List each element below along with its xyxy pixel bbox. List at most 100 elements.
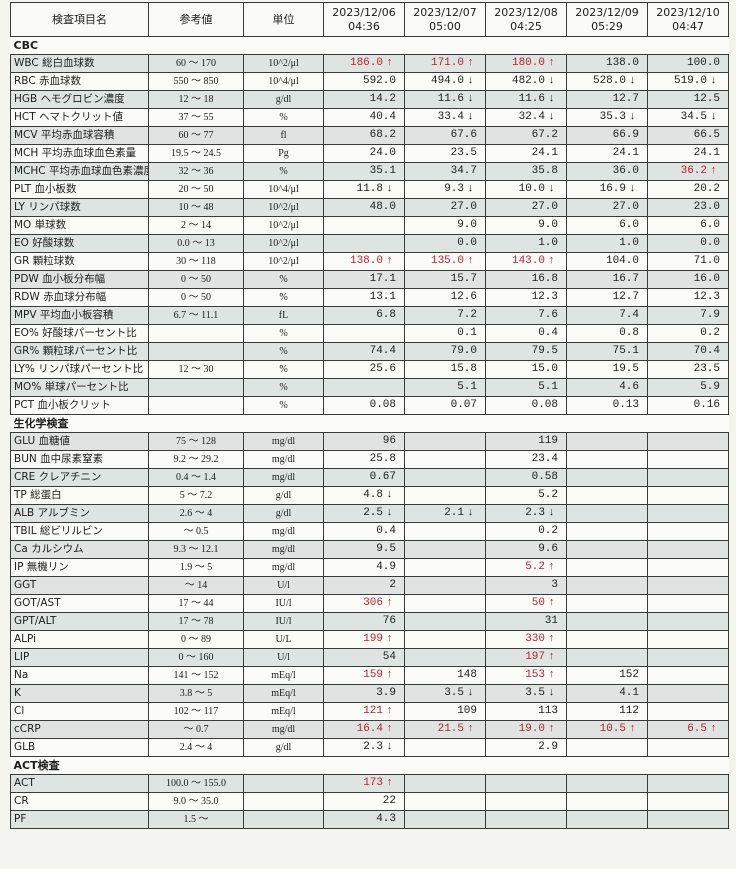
result-value: 138.0 <box>349 255 383 267</box>
result-value: 19.0 <box>518 723 545 735</box>
result-value: 23.0 <box>647 198 729 217</box>
item-name: GLB <box>10 738 149 757</box>
result-row: cCRP ～ 0.7 mg/dl 16.4 ↑ 21.5 ↑ 19.0 ↑ 10.5 ↑ 6.5 ↑ <box>10 720 729 739</box>
result-value: 79.0 <box>404 342 486 361</box>
result-value: 7.9 <box>647 306 729 325</box>
result-value: 1.0 <box>485 234 567 253</box>
result-value: 5.2 <box>485 486 567 505</box>
unit: 10^2/μl <box>243 216 324 235</box>
result-value: 50 <box>531 597 545 609</box>
empty-cell <box>485 810 567 829</box>
item-name: EO 好酸球数 <box>10 234 149 253</box>
result-value: 104.0 <box>566 252 648 271</box>
result-value: 119 <box>485 432 567 451</box>
time: 05:00 <box>429 19 461 33</box>
result-value: 3 <box>485 576 567 595</box>
result-cell: 121 ↑ <box>323 702 405 721</box>
result-cell: 3.5 ↓ <box>485 684 567 703</box>
result-flag: ↑ <box>386 255 393 267</box>
result-value: 16.0 <box>647 270 729 289</box>
result-value: 0.8 <box>566 324 648 343</box>
reference-range: 5 ～ 7.2 <box>148 486 244 505</box>
result-flag: ↑ <box>386 723 393 735</box>
result-flag: ↓ <box>467 507 474 519</box>
reference-range: 0 ～ 50 <box>148 288 244 307</box>
result-value: 5.1 <box>404 378 486 397</box>
result-cell: 16.9 ↓ <box>566 180 648 199</box>
result-value: 528.0 <box>592 75 626 87</box>
result-value: 494.0 <box>430 75 464 87</box>
result-row: GLU 血糖値 75 ～ 128 mg/dl 96 119 <box>10 432 729 451</box>
empty-cell <box>566 612 648 631</box>
unit: g/dl <box>243 504 324 523</box>
reference-range: 60 ～ 77 <box>148 126 244 145</box>
item-name: Cl <box>10 702 149 721</box>
unit: 10^4/μl <box>243 72 324 91</box>
date: 2023/12/09 <box>575 5 639 19</box>
item-name: MCV 平均赤血球容積 <box>10 126 149 145</box>
result-flag: ↓ <box>386 741 393 753</box>
unit: mg/dl <box>243 450 324 469</box>
result-value: 27.0 <box>404 198 486 217</box>
result-value: 16.7 <box>566 270 648 289</box>
section-title: 生化学検査 <box>10 414 729 433</box>
result-cell: 36.2 ↑ <box>647 162 729 181</box>
empty-cell <box>566 468 648 487</box>
result-cell: 199 ↑ <box>323 630 405 649</box>
empty-cell <box>647 810 729 829</box>
result-flag: ↑ <box>467 57 474 69</box>
result-row: MCHC 平均赤血球血色素濃度 32 ～ 36% 35.1 34.7 35.8 36.0 3… <box>10 162 729 181</box>
reference-range: ～ 0.7 <box>148 720 244 739</box>
result-row: PDW 血小板分布幅 0 ～ 50% 17.1 15.7 16.8 16.7 16.0 <box>10 270 729 289</box>
date-header: 2023/12/06 04:36 <box>323 2 405 37</box>
result-value: 11.8 <box>356 183 383 195</box>
unit: g/dl <box>243 90 324 109</box>
result-value: 24.1 <box>485 144 567 163</box>
unit: g/dl <box>243 738 324 757</box>
result-cell: 50 ↑ <box>485 594 567 613</box>
result-cell: 34.5 ↓ <box>647 108 729 127</box>
result-value: 20.2 <box>647 180 729 199</box>
empty-cell <box>404 792 486 811</box>
result-value: 138.0 <box>566 54 648 73</box>
result-value: 1.0 <box>566 234 648 253</box>
result-value: 12.3 <box>647 288 729 307</box>
empty-cell <box>566 522 648 541</box>
empty-cell <box>566 576 648 595</box>
reference-range: 100.0 ～ 155.0 <box>148 774 244 793</box>
item-name: MCHC 平均赤血球血色素濃度 <box>10 162 149 181</box>
result-row: MCH 平均赤血球血色素量 19.5 ～ 24.5 Pg 24.0 23.5 24.1 24… <box>10 144 729 163</box>
item-name: CR <box>10 792 149 811</box>
item-name: GOT/AST <box>10 594 149 613</box>
result-flag: ↑ <box>548 633 555 645</box>
result-cell: 2.1 ↓ <box>404 504 486 523</box>
column-header: 参考値 <box>148 2 244 37</box>
result-row: ALB アルブミン 2.6 ～ 4 g/dl 2.5 ↓ 2.1 ↓ 2.3 ↓ <box>10 504 729 523</box>
result-value: 482.0 <box>511 75 545 87</box>
result-flag: ↑ <box>386 633 393 645</box>
result-value: 9.0 <box>404 216 486 235</box>
result-flag: ↓ <box>386 183 393 195</box>
empty-cell <box>647 558 729 577</box>
empty-cell <box>566 738 648 757</box>
item-name: PDW 血小板分布幅 <box>10 270 149 289</box>
result-value: 159 <box>363 669 383 681</box>
reference-range: 32 ～ 36 <box>148 162 244 181</box>
result-row: CRE クレアチニン 0.4 ～ 1.4 mg/dl 0.67 0.58 <box>10 468 729 487</box>
result-value: 9.3 <box>444 183 464 195</box>
result-flag: ↓ <box>548 111 555 123</box>
result-value: 186.0 <box>349 57 383 69</box>
result-value: 2.5 <box>363 507 383 519</box>
result-row: RDW 赤血球分布幅 0 ～ 50% 13.1 12.6 12.3 12.7 12.3 <box>10 288 729 307</box>
empty-cell <box>566 810 648 829</box>
result-flag: ↑ <box>548 651 555 663</box>
result-cell: 143.0 ↑ <box>485 252 567 271</box>
result-value: 2.3 <box>525 507 545 519</box>
result-value: 22 <box>323 792 405 811</box>
result-row: PLT 血小板数 20 ～ 50 10^4/μl 11.8 ↓ 9.3 ↓ 10.0 ↓ 16.9… <box>10 180 729 199</box>
reference-range: 30 ～ 118 <box>148 252 244 271</box>
result-value: 16.4 <box>356 723 383 735</box>
empty-cell <box>647 594 729 613</box>
unit: mEq/l <box>243 666 324 685</box>
reference-range: 2.6 ～ 4 <box>148 504 244 523</box>
